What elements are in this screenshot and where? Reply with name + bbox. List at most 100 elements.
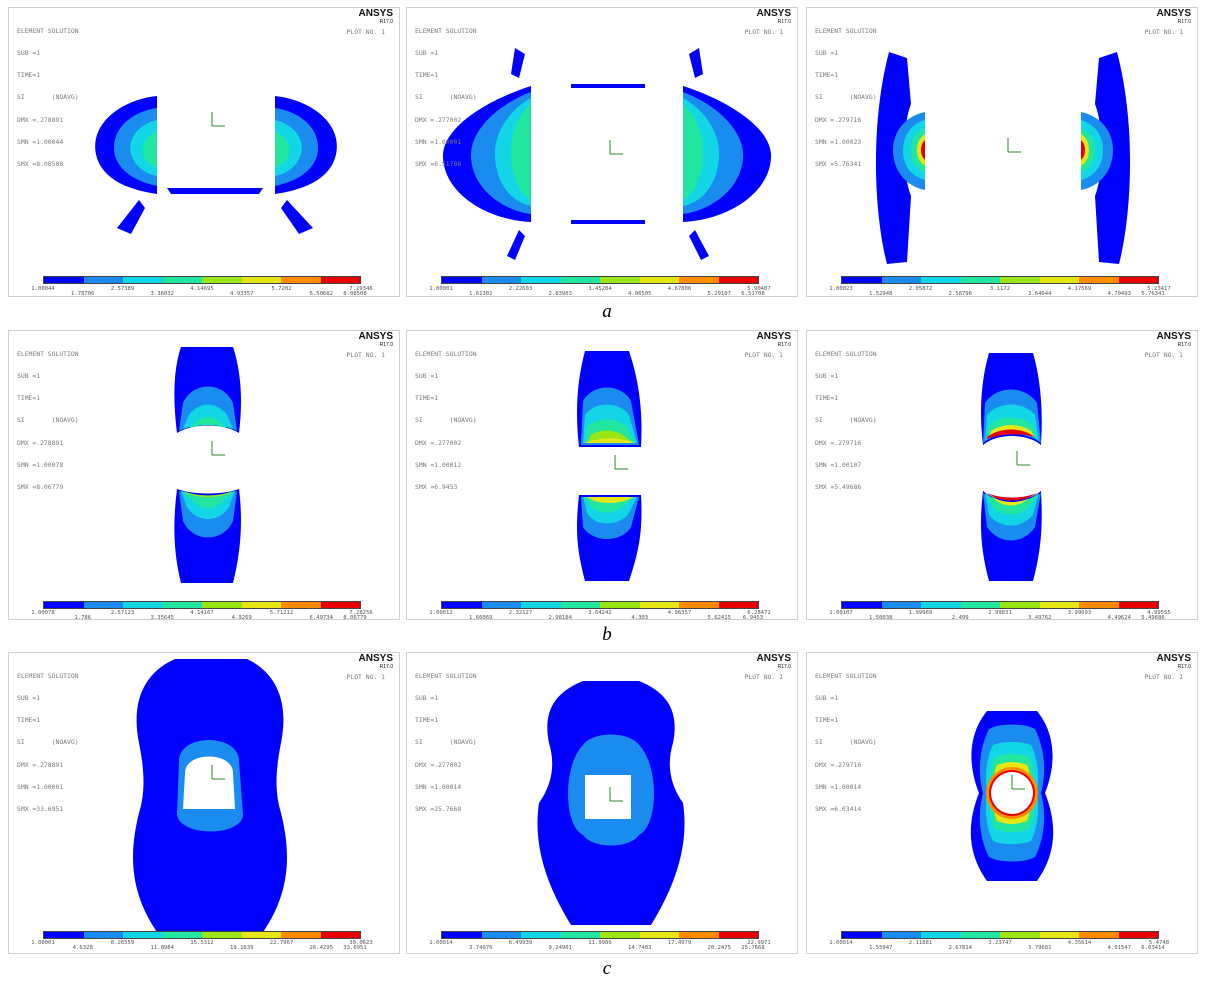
- header-info-line: SUB =1: [17, 49, 41, 58]
- legend-tick-label: 11.9986: [588, 940, 612, 946]
- contour-plot: [577, 351, 642, 581]
- header-info-line: TIME=1: [415, 71, 439, 80]
- header-info-line: SUB =1: [815, 49, 839, 58]
- plot-number: PLOT NO. 1: [346, 673, 385, 681]
- contour-floor-strip: [167, 188, 263, 194]
- header-title: ELEMENT SOLUTION: [17, 26, 79, 35]
- legend-tick-label: 1.52948: [868, 291, 893, 297]
- header-info-line: SMX =6.9453: [415, 483, 458, 492]
- legend-tick-label: 33.6951: [343, 945, 367, 951]
- legend-swatch: [281, 602, 321, 608]
- legend-tick-label: 4.17569: [1067, 286, 1092, 292]
- legend-swatch: [842, 602, 882, 608]
- header-info-line: SUB =1: [17, 372, 41, 381]
- legend-ticks: 1.00044 2.57389 4.14695 5.7202 7.29346 1.7870…: [9, 286, 399, 297]
- color-legend-bar: [441, 276, 759, 284]
- ansys-logo: ANSYS R17.0: [756, 331, 791, 349]
- header-info-line: DMX =.278891: [17, 760, 64, 769]
- legend-tick-label: 2.67814: [948, 945, 973, 951]
- ansys-logo: ANSYS R17.0: [756, 653, 791, 671]
- header-block: ELEMENT SOLUTION SUB =1 TIME=1 SI (NOAVG…: [415, 658, 477, 828]
- header-info-line: TIME=1: [17, 716, 41, 725]
- legend-tick-label: 1.786: [74, 615, 92, 620]
- legend-ticks: 1.00014 6.49939 11.9986 17.4979 22.9971 3.749…: [407, 940, 797, 953]
- contour-left-lobe: [442, 86, 531, 222]
- ansys-logo: ANSYS R17.0: [1156, 331, 1191, 349]
- panel-b-1: ELEMENT SOLUTION SUB =1 TIME=1 SI (NOAVG…: [8, 330, 400, 620]
- panel-b-3: ELEMENT SOLUTION SUB =1 TIME=1 SI (NOAVG…: [806, 330, 1198, 620]
- axis-triad: [1011, 775, 1025, 790]
- panel-a-3: ELEMENT SOLUTION SUB =1 TIME=1 SI (NOAVG…: [806, 7, 1198, 297]
- axis-triad: [211, 112, 225, 127]
- legend-swatch: [83, 602, 123, 608]
- legend-swatch: [162, 277, 202, 283]
- header-title: ELEMENT SOLUTION: [815, 26, 877, 35]
- legend-ticks: 1.00014 2.11881 3.23747 4.35614 5.4748 1.5594…: [807, 940, 1197, 953]
- header-info-line: SUB =1: [415, 694, 439, 703]
- legend-tick-label: 17.4979: [667, 940, 692, 946]
- legend-swatch: [481, 932, 521, 938]
- legend-swatch: [639, 602, 679, 608]
- header-info-line: SI (NOAVG): [415, 738, 477, 747]
- legend-tick-label: 3.36032: [150, 291, 175, 297]
- header-info-line: DMX =.279716: [815, 438, 862, 447]
- header-info-line: TIME=1: [815, 716, 839, 725]
- row-label: b: [602, 624, 612, 645]
- header-block: ELEMENT SOLUTION SUB =1 TIME=1 SI (NOAVG…: [17, 658, 79, 828]
- header-info-line: SMN =1.00078: [17, 460, 64, 469]
- header-block: ELEMENT SOLUTION SUB =1 TIME=1 SI (NOAVG…: [815, 658, 877, 828]
- legend-swatch: [881, 602, 921, 608]
- legend-ticks: 1.00078 2.57123 4.14167 5.71212 7.28256 1.786…: [9, 610, 399, 620]
- legend-tick-label: 2.22603: [508, 286, 533, 292]
- contour-plot: [537, 681, 685, 925]
- header-block: ELEMENT SOLUTION SUB =1 TIME=1 SI (NOAVG…: [815, 336, 877, 506]
- legend-tick-label: 3.74976: [468, 945, 493, 951]
- legend-tick-label: 1.00012: [429, 610, 453, 616]
- plot-number: PLOT NO. 1: [346, 28, 385, 36]
- panel-c-3: ELEMENT SOLUTION SUB =1 TIME=1 SI (NOAVG…: [806, 652, 1198, 954]
- legend-swatch: [123, 277, 163, 283]
- legend-swatch: [1000, 602, 1040, 608]
- legend-tick-label: 1.00001: [429, 286, 453, 292]
- legend-swatch: [442, 602, 482, 608]
- header-info-line: SMX =8.08508: [17, 160, 64, 169]
- header-info-line: SI (NOAVG): [815, 738, 877, 747]
- legend-swatch: [639, 932, 679, 938]
- legend-tick-label: 1.00107: [829, 610, 853, 616]
- header-title: ELEMENT SOLUTION: [415, 26, 477, 35]
- legend-tick-label: 2.57123: [110, 610, 135, 616]
- legend-tick-label: 4.6328: [72, 945, 93, 951]
- legend-swatch: [320, 932, 360, 938]
- legend-swatch: [639, 277, 679, 283]
- tunnel-opening: [585, 775, 631, 819]
- legend-tick-label: 1.00078: [31, 610, 55, 616]
- legend-tick-label: 1.00001: [31, 940, 55, 946]
- legend-swatch: [921, 932, 961, 938]
- contour-plot: [133, 659, 287, 935]
- legend-tick-label: 8.08508: [343, 291, 367, 297]
- legend-tick-label: 1.61302: [468, 291, 493, 297]
- legend-tick-label: 4.303: [631, 615, 649, 620]
- legend-swatch: [1118, 932, 1158, 938]
- row-label: c: [602, 958, 612, 979]
- header-info-line: SMX =6.51708: [415, 160, 462, 169]
- legend-tick-label: 2.99831: [988, 610, 1012, 616]
- legend-swatch: [1118, 602, 1158, 608]
- legend-tick-label: 1.99969: [908, 610, 933, 616]
- legend-swatch: [842, 932, 882, 938]
- legend-tick-label: 5.7202: [271, 286, 292, 292]
- legend-ticks: 1.00001 2.22603 3.45204 4.67806 5.90407 1.613…: [407, 286, 797, 297]
- header-info-line: DMX =.279716: [815, 760, 862, 769]
- contour-upper-lobe: [174, 347, 241, 433]
- legend-swatch: [442, 277, 482, 283]
- legend-tick-label: 6.9453: [742, 615, 764, 620]
- legend-ticks: 1.00012 2.32127 3.64242 4.96357 6.28472 1.660…: [407, 610, 797, 620]
- tunnel-opening: [183, 756, 235, 809]
- header-block: ELEMENT SOLUTION SUB =1 TIME=1 SI (NOAVG…: [415, 336, 477, 506]
- header-info-line: SUB =1: [17, 694, 41, 703]
- legend-tick-label: 6.51708: [741, 291, 765, 297]
- legend-tick-label: 5.62415: [707, 615, 732, 620]
- legend-swatch: [481, 277, 521, 283]
- legend-swatch: [718, 602, 758, 608]
- legend-swatch: [881, 932, 921, 938]
